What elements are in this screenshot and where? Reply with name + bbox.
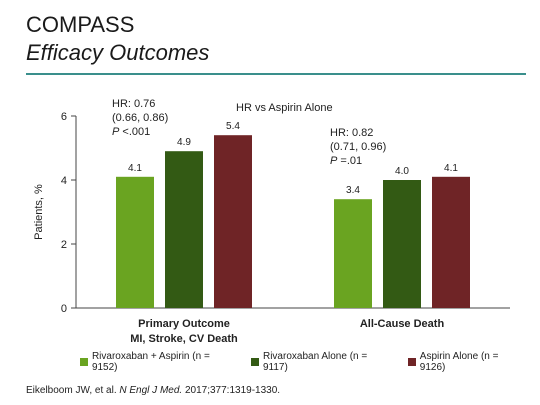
citation-journal: N Engl J Med. [119,385,185,396]
citation-authors: Eikelboom JW, et al. [26,385,120,396]
legend-swatch [80,358,88,366]
y-tick-label: 0 [61,303,67,315]
data-label: 4.1 [444,163,458,174]
bar [334,199,372,308]
chart-legend: Rivaroxaban + Aspirin (n = 9152) Rivaroxa… [80,351,540,373]
x-category-label: Primary Outcome [138,318,230,330]
data-label: 4.0 [395,166,409,177]
legend-swatch [407,358,416,366]
slide-subtitle: Efficacy Outcomes [26,40,210,65]
citation: Eikelboom JW, et al. N Engl J Med. 2017;… [26,385,280,396]
legend-label: Rivaroxaban Alone (n = 9117) [262,351,368,373]
legend-item: Aspirin Alone (n = 9126) [407,351,526,373]
y-tick-label: 4 [61,175,67,187]
legend-item: Rivaroxaban Alone (n = 9117) [251,351,394,373]
bar [165,151,203,308]
legend-swatch [251,358,259,366]
y-axis-label: Patients, % [33,184,45,240]
hr-annotation-line: HR: 0.82 [330,127,373,139]
bar [432,176,470,308]
x-category-label: MI, Stroke, CV Death [130,333,238,345]
hr-annotation-line: HR: 0.76 [112,98,155,110]
data-label: 5.4 [226,121,240,132]
hr-p-value: P =.01 [330,155,362,167]
data-label: 4.9 [177,137,191,148]
title-divider [26,73,526,75]
data-label: 3.4 [346,185,360,196]
legend-item: Rivaroxaban + Aspirin (n = 9152) [80,351,237,373]
data-label: 4.1 [128,163,142,174]
x-category-label: All-Cause Death [360,318,445,330]
y-tick-label: 2 [61,239,67,251]
bar [214,135,252,308]
hr-header-annotation: HR vs Aspirin Alone [236,102,333,114]
hr-annotation-line: (0.66, 0.86) [112,112,168,124]
y-tick-label: 6 [61,111,67,123]
legend-label: Rivaroxaban + Aspirin (n = 9152) [91,351,210,373]
bar [383,180,421,308]
legend-label: Aspirin Alone (n = 9126) [419,351,499,373]
hr-annotation-line: (0.71, 0.96) [330,141,386,153]
citation-details: 2017;377:1319-1330. [184,385,281,396]
slide-title: COMPASS [26,12,135,37]
bar [116,176,154,308]
hr-p-value: P <.001 [112,126,150,138]
